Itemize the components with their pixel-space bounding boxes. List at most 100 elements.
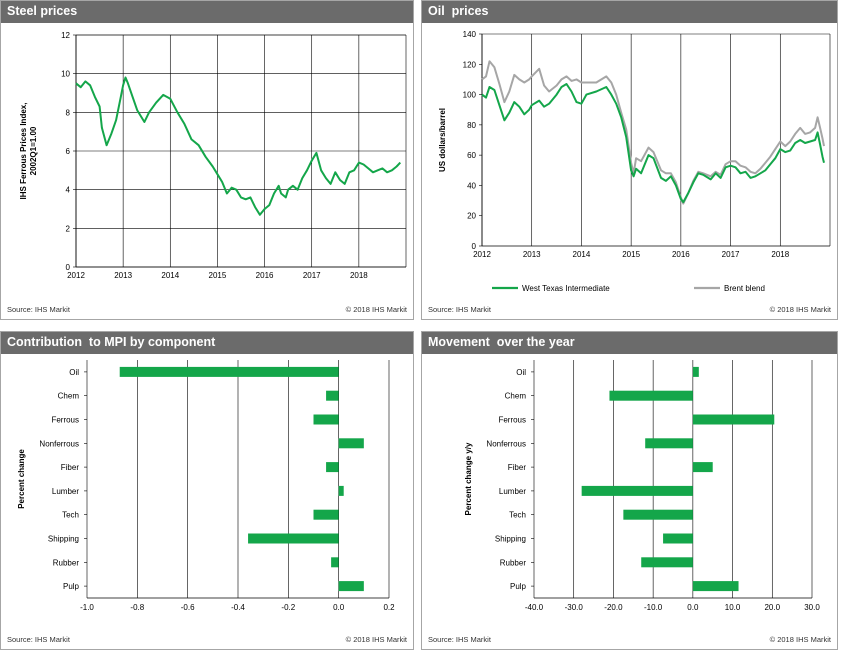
- movement-panel: Movement over the year -40.0 -30.0 -20.0 -1…: [421, 331, 838, 650]
- x-tick-label: 2016: [672, 250, 690, 259]
- panel-title: Oil prices: [428, 4, 489, 18]
- panel-header: Movement over the year: [422, 332, 837, 354]
- bar: [692, 414, 775, 425]
- y-tick-label: 12: [61, 31, 70, 40]
- category-label: Lumber: [499, 487, 526, 496]
- x-tick-label: 10.0: [725, 603, 741, 612]
- category-label: Fiber: [61, 463, 80, 472]
- bar: [623, 509, 693, 520]
- y-tick-label: 8: [66, 108, 71, 117]
- y-tick-label: 80: [467, 121, 476, 130]
- series-line: [75, 76, 402, 216]
- x-tick-label: 2013: [523, 250, 541, 259]
- y-axis-title: US dollars/barrel: [438, 108, 447, 172]
- oil-prices-chart: 2012 2013 2014 2015 2016 2017 2018 0 20 40 60 80 100…: [438, 30, 831, 293]
- y-tick-label: 120: [463, 60, 477, 69]
- bar: [326, 462, 339, 473]
- bar: [645, 438, 693, 449]
- x-tick-label: 2012: [67, 271, 85, 280]
- category-label: Chem: [58, 392, 80, 401]
- y-tick-label: 40: [467, 181, 476, 190]
- bar: [313, 509, 339, 520]
- y-tick-label: 4: [66, 186, 71, 195]
- x-tick-label: 2018: [350, 271, 368, 280]
- source-note: Source: IHS Markit: [428, 635, 491, 644]
- x-tick-label: 20.0: [764, 603, 780, 612]
- y-axis-title: 2002Q1=1.00: [29, 126, 38, 175]
- panel-title: Contribution to MPI by component: [7, 335, 216, 349]
- bar: [313, 414, 339, 425]
- x-tick-label: -10.0: [644, 603, 663, 612]
- x-tick-label: -0.8: [130, 603, 144, 612]
- mpi-contribution-panel: Contribution to MPI by component -1.0 -0.…: [0, 331, 414, 650]
- x-tick-label: 2017: [303, 271, 321, 280]
- steel-prices-chart: 2012 2013 2014 2015 2016 2017 2018 0 2 4 6 8 10 12 IHS…: [19, 31, 407, 280]
- y-tick-label: 20: [467, 212, 476, 221]
- x-tick-label: 2012: [473, 250, 491, 259]
- bar: [326, 390, 339, 401]
- y-axis-title: Percent change y/y: [464, 442, 473, 515]
- y-tick-label: 0: [472, 242, 477, 251]
- series-line: [481, 83, 825, 204]
- x-tick-label: 2017: [722, 250, 740, 259]
- panel-header: Oil prices: [422, 1, 837, 23]
- steel-prices-panel: Steel prices 2012 2013 2014 2015 2016 2017 201…: [0, 0, 414, 320]
- category-label: Tech: [62, 511, 79, 520]
- category-label: Pulp: [510, 582, 527, 591]
- legend-label: West Texas Intermediate: [522, 284, 610, 293]
- panel-header: Steel prices: [1, 1, 413, 23]
- bar: [692, 581, 739, 592]
- y-tick-label: 6: [66, 147, 71, 156]
- oil-prices-panel: Oil prices 2012 2013 2014 2015 2016 2017 2018 0…: [421, 0, 838, 320]
- x-tick-label: 2016: [256, 271, 274, 280]
- x-tick-label: 2014: [161, 271, 179, 280]
- y-tick-label: 2: [66, 224, 71, 233]
- category-label: Ferrous: [51, 416, 79, 425]
- bar: [692, 366, 699, 377]
- bar: [331, 557, 339, 568]
- bar: [641, 557, 693, 568]
- x-tick-label: -0.6: [181, 603, 195, 612]
- x-tick-label: 0.0: [687, 603, 699, 612]
- mpi-contribution-chart: -1.0 -0.8 -0.6 -0.4 -0.2 0.0 0.2 Oil Chem Ferrous…: [17, 360, 395, 612]
- category-label: Pulp: [63, 582, 80, 591]
- category-label: Chem: [505, 392, 527, 401]
- y-tick-label: 10: [61, 70, 70, 79]
- x-tick-label: 2018: [771, 250, 789, 259]
- x-tick-label: 30.0: [804, 603, 820, 612]
- panel-title: Steel prices: [7, 4, 78, 18]
- category-label: Rubber: [500, 558, 527, 567]
- y-tick-label: 0: [66, 263, 71, 272]
- x-tick-label: -20.0: [604, 603, 623, 612]
- bar: [663, 533, 693, 544]
- copyright-note: © 2018 IHS Markit: [345, 635, 407, 644]
- bar: [119, 366, 339, 377]
- category-label: Fiber: [508, 463, 527, 472]
- panel-title: Movement over the year: [428, 335, 575, 349]
- bar: [609, 390, 693, 401]
- panel-header: Contribution to MPI by component: [1, 332, 413, 354]
- source-note: Source: IHS Markit: [7, 635, 70, 644]
- x-tick-label: -30.0: [565, 603, 584, 612]
- bar: [692, 462, 713, 473]
- x-tick-label: 2015: [622, 250, 640, 259]
- source-note: Source: IHS Markit: [7, 305, 70, 314]
- copyright-note: © 2018 IHS Markit: [769, 635, 831, 644]
- y-axis-title: Percent change: [17, 449, 26, 509]
- series-line: [481, 60, 825, 205]
- x-tick-label: -0.4: [231, 603, 245, 612]
- category-label: Nonferrous: [39, 439, 79, 448]
- category-label: Oil: [69, 368, 79, 377]
- y-tick-label: 60: [467, 151, 476, 160]
- category-label: Shipping: [48, 535, 79, 544]
- y-tick-label: 100: [463, 91, 477, 100]
- category-label: Shipping: [495, 535, 526, 544]
- source-note: Source: IHS Markit: [428, 305, 491, 314]
- x-tick-label: -1.0: [80, 603, 94, 612]
- x-tick-label: 2015: [209, 271, 227, 280]
- category-label: Tech: [509, 511, 526, 520]
- copyright-note: © 2018 IHS Markit: [769, 305, 831, 314]
- x-tick-label: -0.2: [281, 603, 295, 612]
- bar: [338, 485, 344, 496]
- copyright-note: © 2018 IHS Markit: [345, 305, 407, 314]
